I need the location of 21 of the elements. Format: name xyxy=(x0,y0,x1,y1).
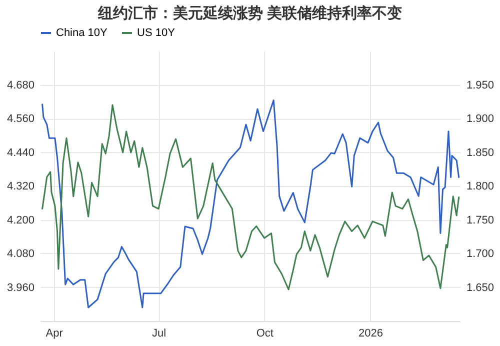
y-tick-label: 4.080 xyxy=(6,248,34,260)
chart-title: 纽约汇市：美元延续涨势 美联储维持利率不变 xyxy=(96,4,402,22)
y2-tick-label: 1.900 xyxy=(466,113,494,125)
legend-label: China 10Y xyxy=(56,27,108,39)
x-tick-label: 2026 xyxy=(358,328,383,340)
x-tick-label: Apr xyxy=(46,328,64,340)
y-tick-label: 4.680 xyxy=(6,79,34,92)
y-tick-label: 4.200 xyxy=(6,214,34,226)
y-tick-label: 4.320 xyxy=(6,180,34,192)
y2-tick-label: 1.950 xyxy=(466,79,494,92)
x-tick-label: Oct xyxy=(256,328,274,340)
y-tick-label: 4.440 xyxy=(6,146,34,159)
y-tick-label: 4.560 xyxy=(6,113,34,125)
legend-label: US 10Y xyxy=(137,27,176,39)
y2-tick-label: 1.850 xyxy=(466,146,494,159)
y2-tick-label: 1.750 xyxy=(466,214,494,226)
y2-tick-label: 1.700 xyxy=(466,248,494,260)
y2-tick-label: 1.650 xyxy=(466,282,494,294)
x-tick-label: Jul xyxy=(152,328,166,340)
y-tick-label: 3.960 xyxy=(6,282,34,294)
y2-tick-label: 1.800 xyxy=(466,180,494,192)
